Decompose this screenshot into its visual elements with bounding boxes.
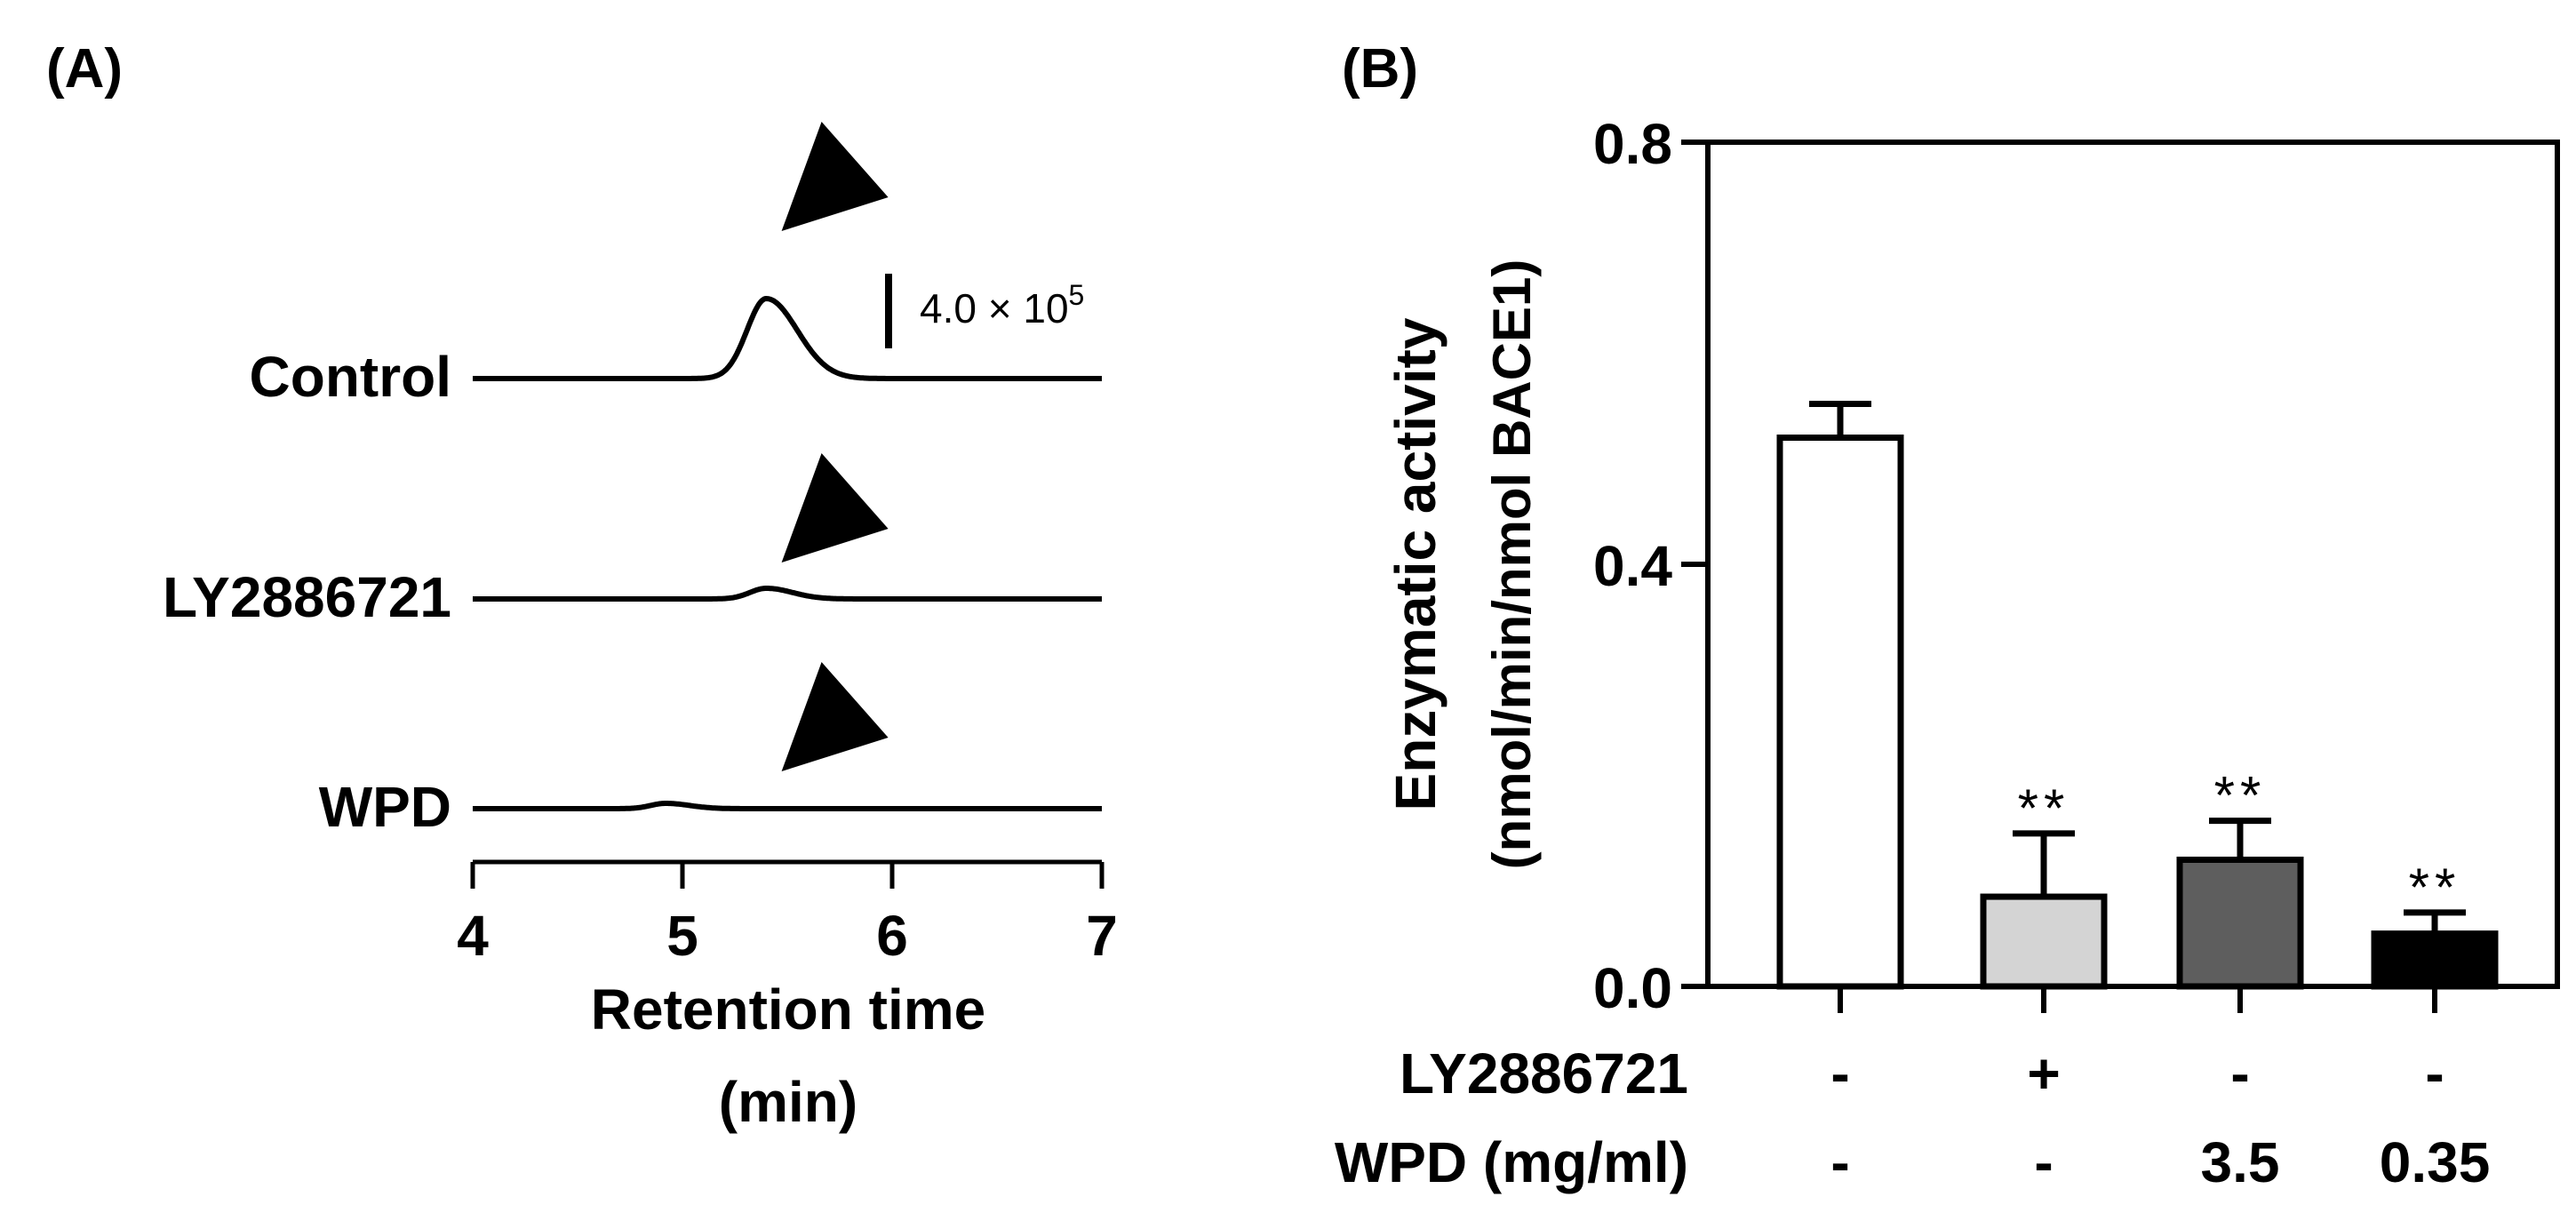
cell-r1-c3: - — [2230, 1041, 2249, 1105]
cell-r2-c4: 0.35 — [2380, 1130, 2491, 1194]
trace-label-1: Control — [250, 345, 452, 409]
panel-a-chromatogram: (A) Control LY2886721 WPD 4.0 × 105 4 5 6 7 R… — [46, 38, 1118, 1134]
cell-r1-c1: - — [1830, 1041, 1849, 1105]
trace-label-2: LY2886721 — [163, 565, 451, 629]
x-axis-unit: (min) — [719, 1070, 857, 1134]
row-label-1: LY2886721 — [1400, 1041, 1688, 1105]
panel-b-label: (B) — [1342, 38, 1418, 100]
y-axis-unit: (nmol/min/nmol BACE1) — [1482, 259, 1542, 870]
panel-a-x-axis: 4 5 6 7 — [457, 859, 1118, 968]
significance-4: ** — [2409, 858, 2461, 917]
peak-arrowhead-1 — [781, 122, 889, 231]
peak-arrowhead-3 — [781, 662, 889, 771]
bar-3 — [2176, 857, 2304, 990]
cell-r2-c1: - — [1830, 1130, 1849, 1194]
trace-line-3 — [473, 801, 1102, 811]
bar-1 — [1776, 435, 1904, 990]
cell-r2-c2: - — [2034, 1130, 2053, 1194]
chromatogram-traces: Control LY2886721 WPD — [163, 122, 1102, 839]
cell-r2-c3: 3.5 — [2201, 1130, 2280, 1194]
bar-4 — [2371, 930, 2499, 990]
trace-line-2 — [473, 586, 1102, 602]
panel-b-y-axis: 0.0 0.4 0.8 — [1593, 112, 1708, 1020]
row-label-2: WPD (mg/ml) — [1335, 1130, 1688, 1194]
x-tick-label-7: 7 — [1086, 904, 1118, 968]
scale-bar-label: 4.0 × 105 — [920, 279, 1084, 331]
trace-line-1 — [473, 295, 1102, 381]
panel-b-bar-chart: (B) 0.00.40.8 ** **** Enzymatic activity … — [1335, 38, 2560, 1194]
trace-label-3: WPD — [319, 775, 451, 839]
cell-r1-c4: - — [2425, 1041, 2444, 1105]
x-tick-label-6: 6 — [876, 904, 908, 968]
x-axis-title: Retention time — [591, 978, 985, 1041]
y-tick-label-0.0: 0.0 — [1593, 956, 1672, 1020]
scale-bar: 4.0 × 105 — [885, 274, 1084, 348]
condition-table: LY2886721 - + - - WPD (mg/ml) - - 3.5 0.35 — [1335, 1041, 2490, 1194]
peak-arrowhead-2 — [781, 453, 889, 563]
significance-3: ** — [2214, 766, 2267, 826]
bar-2 — [1980, 893, 2108, 990]
y-tick-label-0.8: 0.8 — [1593, 112, 1672, 176]
y-axis-title: Enzymatic activity — [1384, 317, 1448, 810]
panel-a-label: (A) — [46, 38, 123, 100]
cell-r1-c2: + — [2027, 1041, 2060, 1105]
x-tick-label-4: 4 — [457, 904, 489, 968]
bars: ** ** ** — [1776, 401, 2499, 1013]
x-tick-label-5: 5 — [666, 904, 698, 968]
y-tick-label-0.4: 0.4 — [1593, 534, 1672, 598]
significance-2: ** — [2018, 778, 2070, 838]
